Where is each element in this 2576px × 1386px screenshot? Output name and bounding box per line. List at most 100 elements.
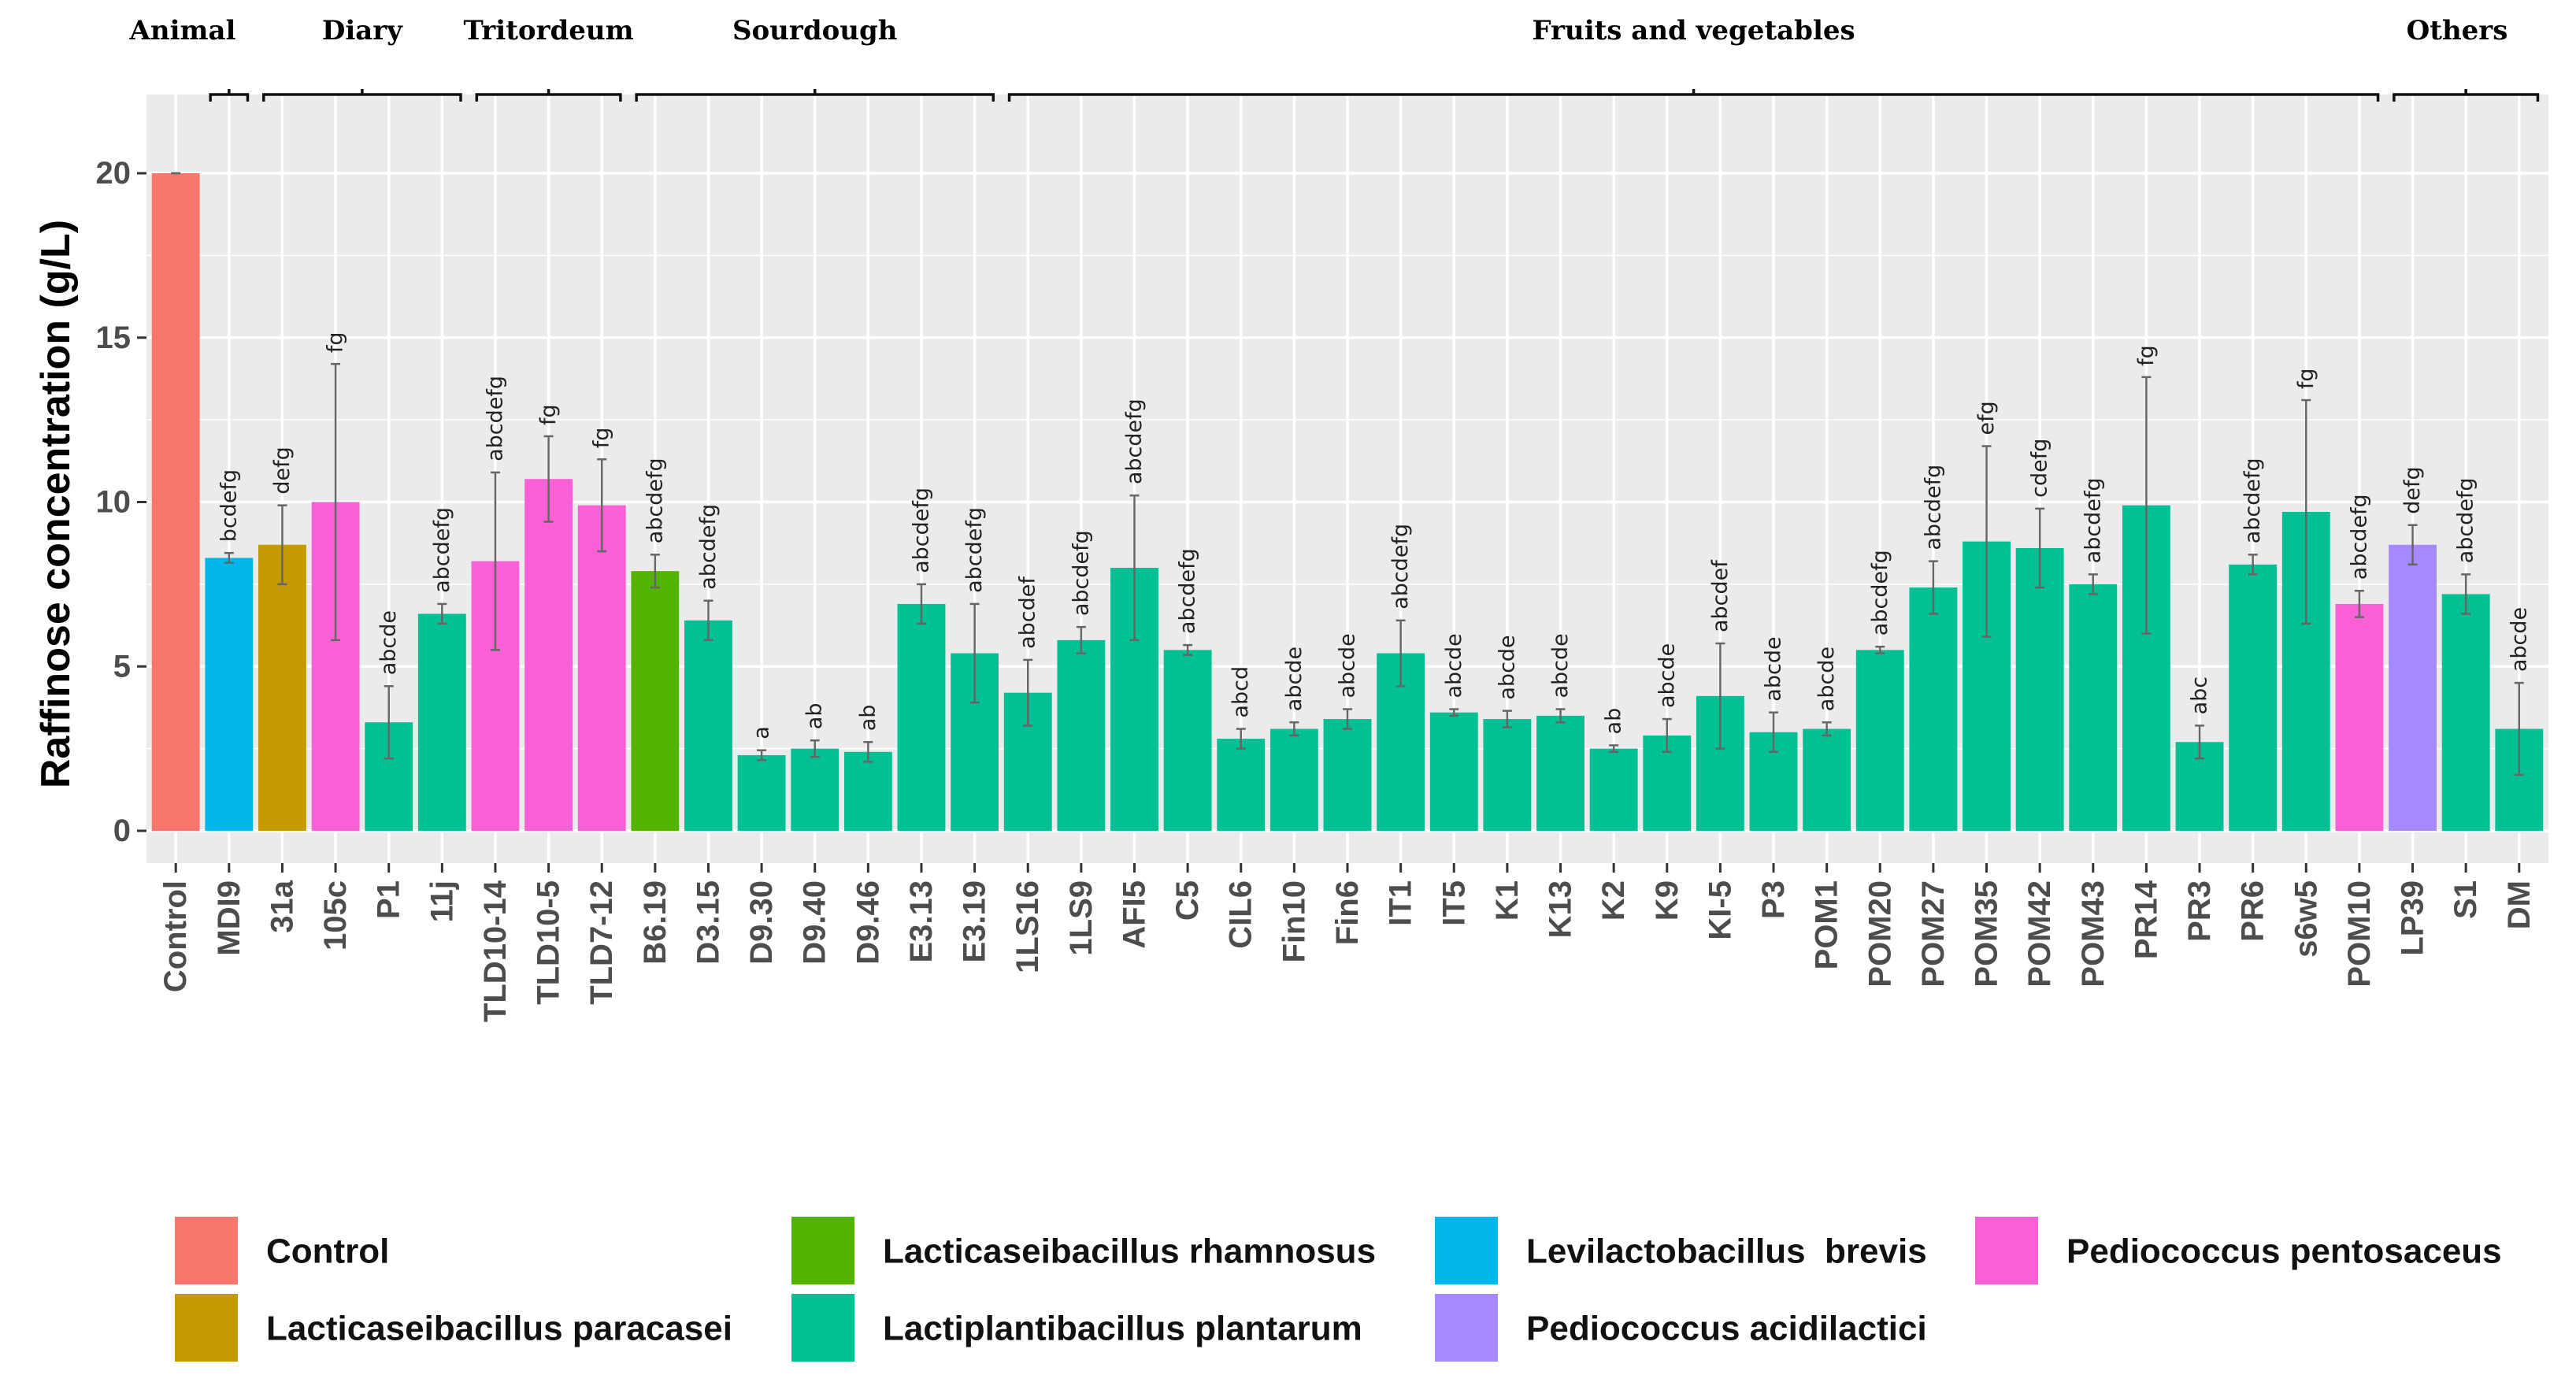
x-tick-label-CIL6: CIL6 <box>1224 880 1258 949</box>
legend-label: Control <box>266 1232 389 1271</box>
x-tick-label-105c: 105c <box>318 880 353 951</box>
y-axis-title: Raffinose concentration (g/L) <box>33 220 79 788</box>
legend-item: Lacticaseibacillus rhamnosus <box>791 1217 1376 1284</box>
bar-D3.15 <box>684 620 732 831</box>
bar-C5 <box>1163 650 1212 831</box>
x-tick-label-s6w5: s6w5 <box>2289 880 2323 958</box>
x-tick-label-TLD10-14: TLD10-14 <box>478 880 513 1022</box>
sig-label-C5: abcdefg <box>1176 548 1200 634</box>
sig-label-D9.46: ab <box>856 705 880 732</box>
sig-label-POM42: cdefg <box>2028 439 2052 498</box>
x-tick-label-D3.15: D3.15 <box>691 880 725 965</box>
error-bar-AFI5 <box>1129 494 1140 642</box>
bar-B6.19 <box>631 571 680 831</box>
bar-POM42 <box>2015 547 2064 831</box>
sig-label-K9: abcde <box>1655 643 1679 708</box>
x-tick-label-K1: K1 <box>1490 880 1525 921</box>
x-tick-label-1LS16: 1LS16 <box>1010 880 1045 973</box>
sig-label-POM27: abcdefg <box>1921 465 1945 550</box>
bar-IT5 <box>1429 712 1478 831</box>
x-tick-label-POM43: POM43 <box>2076 880 2111 988</box>
sig-label-PR6: abcdefg <box>2241 458 2265 543</box>
x-tick-label-LP39: LP39 <box>2396 880 2430 956</box>
error-bar-D9.46 <box>863 741 873 763</box>
legend-item: Lactiplantibacillus plantarum <box>791 1294 1362 1362</box>
x-tick-label-IT5: IT5 <box>1436 880 1471 926</box>
error-bar-POM20 <box>1875 645 1885 654</box>
bar-E3.13 <box>897 603 946 831</box>
y-tick-label: 0 <box>113 813 131 848</box>
x-axis: Control MDI9 31a 105c P1 11j TLD10-14 TLD10-5 TL… <box>158 863 2537 1022</box>
legend-label: Pediococcus acidilactici <box>1526 1310 1927 1348</box>
bar-D9.40 <box>791 748 840 831</box>
sig-label-LP39: defg <box>2400 466 2425 513</box>
error-bar-B6.19 <box>650 554 660 589</box>
group-tritordeum: Tritordeum <box>464 15 634 102</box>
legend-label: Levilactobacillus brevis <box>1526 1232 1927 1271</box>
x-tick-label-B6.19: B6.19 <box>638 880 673 965</box>
sig-label-TLD10-5: fg <box>536 404 561 425</box>
group-brackets: Animal Diary Tritordeum Sourdough Fruits and… <box>129 15 2540 102</box>
bar-POM20 <box>1855 650 1904 831</box>
bar-31a <box>258 544 306 831</box>
group-others: Others <box>2393 15 2540 102</box>
sig-label-PR3: abc <box>2188 676 2212 715</box>
sig-label-CIL6: abcd <box>1229 666 1253 718</box>
bar-D9.46 <box>843 751 892 831</box>
legend-swatch <box>175 1294 238 1362</box>
x-tick-label-KI-5: KI-5 <box>1703 880 1737 940</box>
x-tick-label-31a: 31a <box>265 880 299 932</box>
error-bar-K9 <box>1662 717 1672 754</box>
y-tick-label: 5 <box>113 649 131 684</box>
sig-label-IT5: abcde <box>1442 633 1466 698</box>
error-bar-POM27 <box>1928 560 1938 615</box>
sig-label-E3.19: abcdefg <box>962 507 987 593</box>
legend: Control Lacticaseibacillus paracasei Lacti… <box>175 1217 2502 1362</box>
error-bar-K13 <box>1555 708 1566 724</box>
legend-item: Pediococcus pentosaceus <box>1975 1217 2502 1284</box>
bar-POM43 <box>2069 584 2118 831</box>
error-bar-DM <box>2514 681 2524 776</box>
group-bracket <box>1007 89 2380 102</box>
sig-label-D3.15: abcdefg <box>696 504 721 590</box>
x-tick-label-AFI5: AFI5 <box>1117 880 1151 949</box>
sig-label-S1: abcdefg <box>2454 477 2478 563</box>
legend-item: Lacticaseibacillus paracasei <box>175 1294 732 1362</box>
bar-TLD7-12 <box>577 505 626 831</box>
group-animal: Animal <box>129 15 250 102</box>
error-bar-D9.40 <box>810 739 820 758</box>
bars <box>151 173 2544 831</box>
error-bar-POM43 <box>2088 573 2098 595</box>
sig-label-POM1: abcde <box>1814 647 1839 711</box>
error-bar-POM35 <box>1981 445 1992 638</box>
sig-label-E3.13: abcdefg <box>909 487 933 573</box>
error-bar-PR6 <box>2248 554 2258 576</box>
bar-MDI9 <box>205 558 254 831</box>
x-tick-label-E3.13: E3.13 <box>904 880 939 963</box>
y-tick-label: 10 <box>96 485 132 520</box>
error-bar-Fin6 <box>1343 708 1352 730</box>
error-bar-E3.13 <box>916 583 926 625</box>
bar-Fin10 <box>1269 728 1318 831</box>
bar-LP39 <box>2389 544 2437 831</box>
sig-label-P1: abcde <box>376 610 401 675</box>
bar-K1 <box>1483 719 1532 831</box>
x-tick-label-Control: Control <box>158 880 193 992</box>
legend-item: Pediococcus acidilactici <box>1435 1294 1927 1362</box>
error-bar-D3.15 <box>703 599 713 642</box>
x-tick-label-K9: K9 <box>1650 880 1685 921</box>
x-tick-label-PR14: PR14 <box>2129 880 2163 959</box>
bar-POM27 <box>1909 587 1958 831</box>
error-bar-CIL6 <box>1236 728 1246 750</box>
error-bar-K2 <box>1609 744 1619 754</box>
error-bar-PR3 <box>2195 724 2205 760</box>
x-tick-label-TLD7-12: TLD7-12 <box>584 880 619 1005</box>
error-bar-E3.19 <box>969 602 980 704</box>
group-fruits-and-vegetables: Fruits and vegetables <box>1007 15 2380 102</box>
legend-label: Lactiplantibacillus plantarum <box>883 1310 1362 1348</box>
x-tick-label-P3: P3 <box>1756 880 1791 919</box>
x-tick-label-TLD10-5: TLD10-5 <box>532 880 566 1005</box>
error-bar-POM42 <box>2035 507 2045 589</box>
